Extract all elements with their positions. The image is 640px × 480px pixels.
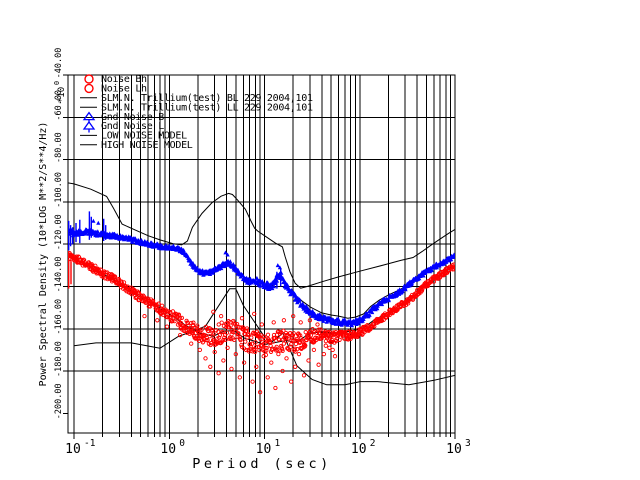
- x-tick-exponent: -1: [84, 438, 96, 449]
- legend-label: Gnd Noise B: [101, 112, 164, 123]
- y-tick-label: -140.00: [54, 257, 64, 293]
- legend-marker-blue-triangle-icon: [82, 111, 96, 121]
- legend-row: Gnd Noise L: [82, 120, 165, 133]
- x-tick-label: 10: [446, 442, 462, 457]
- series-line-high-noise-model: [68, 182, 455, 289]
- y-tick-label: -200.00: [54, 383, 64, 419]
- x-tick-label: 10: [351, 442, 367, 457]
- legend-row: Noise Bh: [84, 74, 147, 85]
- series-scatter-gnd-noise-b: [68, 218, 455, 328]
- legend-label: Noise Lh: [101, 84, 147, 95]
- legend-label: LOW NOISE MODEL: [101, 131, 187, 142]
- x-tick-label: 10: [65, 442, 81, 457]
- x-axis-title: Period (sec): [192, 456, 332, 472]
- series-scatter-noise-bh: [68, 250, 455, 395]
- x-tick-exponent: 3: [465, 438, 471, 449]
- legend-label: Gnd Noise L: [101, 121, 164, 132]
- legend-label: SLM.N. Trillium(test) LL 229 2004,101: [101, 102, 313, 113]
- legend-label: HIGH NOISE MODEL: [101, 140, 193, 151]
- y-tick-label: -180.00: [54, 341, 64, 377]
- legend-row: LOW NOISE MODEL: [80, 131, 187, 142]
- x-tick-exponent: 1: [275, 438, 281, 449]
- y-tick-label: -120.00: [54, 214, 64, 250]
- legend-marker-blue-triangle-icon: [82, 120, 96, 130]
- y-axis-multiplier-exponent: 0: [53, 81, 61, 85]
- y-tick-label: -40.00: [54, 48, 64, 79]
- x-tick-label: 10: [160, 442, 176, 457]
- legend-row: HIGH NOISE MODEL: [80, 140, 193, 151]
- legend-marker-red-circle-icon: [84, 74, 94, 84]
- axis-ticks: [63, 74, 456, 439]
- error-bar-spikes-gnd-noise-b: [68, 211, 282, 289]
- legend-row: SLM.N. Trillium(test) BL 229 2004,101: [80, 93, 313, 104]
- legend-marker-red-circle-icon: [84, 83, 94, 94]
- y-tick-label: -100.00: [54, 172, 64, 208]
- legend-label: Noise Bh: [101, 74, 147, 85]
- x-tick-label: 10: [256, 442, 272, 457]
- y-tick-label: -160.00: [54, 299, 64, 335]
- y-axis-title: Power Spectral Density (10*LOG M**2/S**4…: [38, 122, 49, 387]
- x-tick-exponent: 0: [179, 438, 185, 449]
- y-axis-multiplier: *10: [57, 87, 67, 103]
- y-tick-label: -60.00: [54, 90, 64, 121]
- x-tick-exponent: 2: [370, 438, 376, 449]
- plot-area: [68, 182, 455, 395]
- legend-label: SLM.N. Trillium(test) BL 229 2004,101: [101, 93, 313, 104]
- y-tick-label: -80.00: [54, 132, 64, 163]
- legend-row: Noise Lh: [84, 83, 147, 95]
- legend-row: SLM.N. Trillium(test) LL 229 2004,101: [80, 102, 313, 113]
